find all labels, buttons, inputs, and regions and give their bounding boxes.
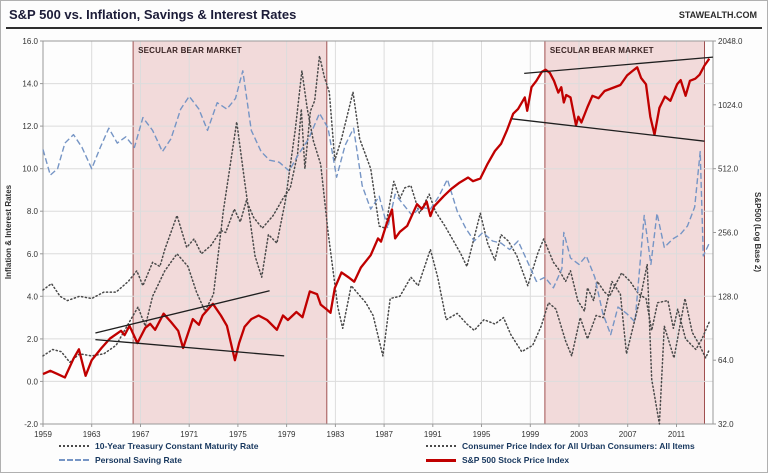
dotted-line-swatch-icon <box>59 445 89 447</box>
right-axis-tick: 128.0 <box>718 292 739 301</box>
right-axis-tick: 64.0 <box>718 356 734 365</box>
legend-item-treasury: 10-Year Treasury Constant Maturity Rate <box>59 441 258 451</box>
legend-label: Personal Saving Rate <box>95 455 182 465</box>
legend-label: S&P 500 Stock Price Index <box>462 455 570 465</box>
page-title: S&P 500 vs. Inflation, Savings & Interes… <box>9 7 297 22</box>
legend-label: 10-Year Treasury Constant Maturity Rate <box>95 441 259 451</box>
x-axis-tick: 1963 <box>83 430 101 439</box>
legend-item-cpi: Consumer Price Index for All Urban Consu… <box>426 441 695 451</box>
left-axis-tick: 16.0 <box>22 37 38 46</box>
chart-legend: 10-Year Treasury Constant Maturity Rate … <box>1 438 767 472</box>
right-axis-tick: 1024.0 <box>718 101 743 110</box>
bear-market-band-2 <box>544 40 706 425</box>
dashed-line-swatch-icon <box>59 459 89 461</box>
left-axis-tick: 4.0 <box>27 292 39 301</box>
bear-market-label-1: SECULAR BEAR MARKET <box>138 46 242 55</box>
x-axis-tick: 1987 <box>375 430 393 439</box>
left-axis-title: Inflation & Interest Rates <box>4 184 13 279</box>
x-axis-tick: 2003 <box>570 430 588 439</box>
brand-watermark: STAWEALTH.COM <box>678 10 757 20</box>
left-axis-tick: 2.0 <box>27 335 39 344</box>
solid-red-line-swatch-icon <box>426 458 456 462</box>
left-axis-tick: 8.0 <box>27 207 39 216</box>
left-axis-tick: 0.0 <box>27 377 39 386</box>
bear-market-label-2: SECULAR BEAR MARKET <box>550 46 654 55</box>
left-axis-tick: 12.0 <box>22 122 38 131</box>
trendline-2 <box>95 338 285 357</box>
x-axis-tick: 1995 <box>473 430 491 439</box>
right-axis-tick: 32.0 <box>718 420 734 429</box>
bear-market-band-1 <box>132 40 328 425</box>
x-axis-tick: 1999 <box>521 430 539 439</box>
x-axis-tick: 1983 <box>327 430 345 439</box>
series-sp500 <box>42 58 711 379</box>
legend-label: Consumer Price Index for All Urban Consu… <box>462 441 695 451</box>
x-axis-tick: 1967 <box>132 430 150 439</box>
right-axis-tick: 512.0 <box>718 165 739 174</box>
dotted-line-swatch-icon <box>426 445 456 447</box>
trendline-4 <box>511 118 705 142</box>
x-axis-tick: 1959 <box>34 430 52 439</box>
right-axis-tick: 256.0 <box>718 229 739 238</box>
x-axis-tick: 1971 <box>180 430 198 439</box>
left-axis-tick: 14.0 <box>22 80 38 89</box>
title-divider <box>6 27 762 29</box>
trendline-3 <box>524 56 714 75</box>
right-axis-tick: 2048.0 <box>718 37 743 46</box>
x-axis-tick: 2007 <box>619 430 637 439</box>
right-axis-title: S&P500 (Log Base 2) <box>753 192 762 272</box>
legend-item-saving-rate: Personal Saving Rate <box>59 455 182 465</box>
legend-item-sp500: S&P 500 Stock Price Index <box>426 455 569 465</box>
series-personal-saving-rate <box>42 70 710 336</box>
x-axis-tick: 2011 <box>668 430 686 439</box>
x-axis-tick: 1975 <box>229 430 247 439</box>
left-axis-tick: 10.0 <box>22 165 38 174</box>
left-axis-tick: -2.0 <box>24 420 38 429</box>
series-treasury-10y <box>42 55 711 351</box>
series-cpi-all-urban <box>42 70 711 425</box>
x-axis-tick: 1979 <box>278 430 296 439</box>
left-axis-tick: 6.0 <box>27 250 39 259</box>
x-axis-tick: 1991 <box>424 430 442 439</box>
trendline-1 <box>95 290 270 334</box>
